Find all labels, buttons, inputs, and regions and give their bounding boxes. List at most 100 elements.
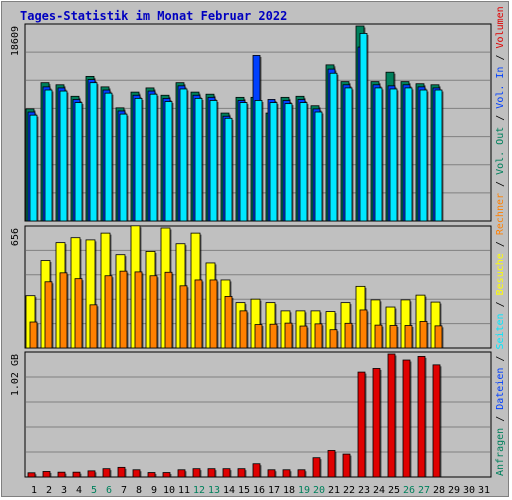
volumen-bar [57,471,66,478]
right-axis-legend-item: / [495,295,506,313]
volumen-bar [432,364,441,478]
seiten-bar [389,88,398,222]
right-axis-legend-item: Dateien [495,368,506,410]
right-axis-legend-item: Vol. In [495,67,506,109]
x-day-label: 21 [328,485,340,496]
rechner-bar [74,278,83,349]
x-day-label: 27 [418,485,430,496]
right-axis-legend-item: / [495,350,506,368]
rechner-bar [359,309,368,349]
seiten-bar [164,101,173,222]
volumen-bar [207,468,216,478]
rechner-bar [434,325,443,349]
y-max-label-1: 18609 [10,26,21,56]
seiten-bar [314,111,323,222]
volumen-bar [402,359,411,478]
rechner-bar [104,275,113,349]
seiten-bar [299,102,308,222]
x-day-label: 24 [373,485,385,496]
rechner-bar [194,279,203,349]
seiten-bar [29,114,38,222]
rechner-bar [134,271,143,349]
x-day-label: 22 [343,485,355,496]
x-day-label: 8 [136,485,142,496]
y-max-label-2: 656 [10,228,21,246]
seiten-bar [254,100,263,222]
x-day-label: 28 [433,485,445,496]
rechner-bar [329,329,338,349]
right-axis-legend-item: Volumen [495,6,506,48]
volumen-bar [387,353,396,478]
plot-area-3 [24,351,492,478]
rechner-bar [389,325,398,349]
volumen-bar [27,472,36,478]
rechner-bar [29,321,38,349]
x-day-label: 18 [283,485,295,496]
volumen-bar [177,469,186,478]
x-day-label: 23 [358,485,370,496]
x-day-label: 15 [238,485,250,496]
volumen-bar [147,472,156,478]
seiten-bar [179,88,188,222]
rechner-bar [89,304,98,349]
x-day-label: 17 [268,485,280,496]
rechner-bar [284,322,293,349]
x-day-label: 25 [388,485,400,496]
seiten-bar [134,97,143,222]
rechner-bar [254,324,263,349]
rechner-bar [209,279,218,349]
x-day-label: 14 [223,485,235,496]
x-day-label: 4 [76,485,82,496]
seiten-bar [194,97,203,222]
rechner-bar [239,310,248,349]
volumen-bar [237,468,246,478]
volumen-bar [312,457,321,478]
right-axis-legend: Anfragen / Dateien / Seiten / Besuche / … [495,6,506,476]
volumen-bar [87,470,96,478]
seiten-bar [269,102,278,222]
seiten-bar [104,92,113,222]
rechner-bar [419,321,428,349]
volumen-bar [342,453,351,478]
chart-title: Tages-Statistik im Monat Februar 2022 [20,9,288,23]
x-day-label: 3 [61,485,67,496]
seiten-bar [119,113,128,222]
seiten-bar [209,100,218,222]
rechner-bar [269,323,278,349]
right-axis-legend-item: Besuche [495,253,506,295]
rechner-bar [404,325,413,349]
seiten-bar [59,90,68,222]
x-day-label: 12 [193,485,205,496]
seiten-bar [224,117,233,222]
volumen-bar [297,469,306,478]
rechner-bar [59,272,68,349]
seiten-bar [284,103,293,222]
volumen-bar [162,472,171,478]
right-axis-legend-item: Seiten [495,313,506,349]
x-day-label: 20 [313,485,325,496]
seiten-bar [344,87,353,222]
seiten-bar [89,82,98,222]
x-day-label: 5 [91,485,97,496]
rechner-bar [164,271,173,349]
rechner-bar [314,323,323,349]
volumen-bar [417,356,426,478]
x-day-label: 7 [121,485,127,496]
right-axis-legend-item: / [495,48,506,66]
seiten-bar [329,72,338,222]
right-axis-legend-item: / [495,109,506,127]
x-day-label: 26 [403,485,415,496]
rechner-bar [344,322,353,349]
right-axis-legend-item: / [495,410,506,428]
seiten-bar [149,93,158,222]
x-day-label: 9 [151,485,157,496]
volumen-bar [267,469,276,478]
volumen-bar [42,471,51,478]
x-day-label: 11 [178,485,190,496]
seiten-bar [419,89,428,222]
right-axis-legend-item: Anfragen [495,428,506,476]
right-axis-legend-item: / [495,235,506,253]
rechner-bar [374,324,383,349]
rechner-bar [149,275,158,349]
